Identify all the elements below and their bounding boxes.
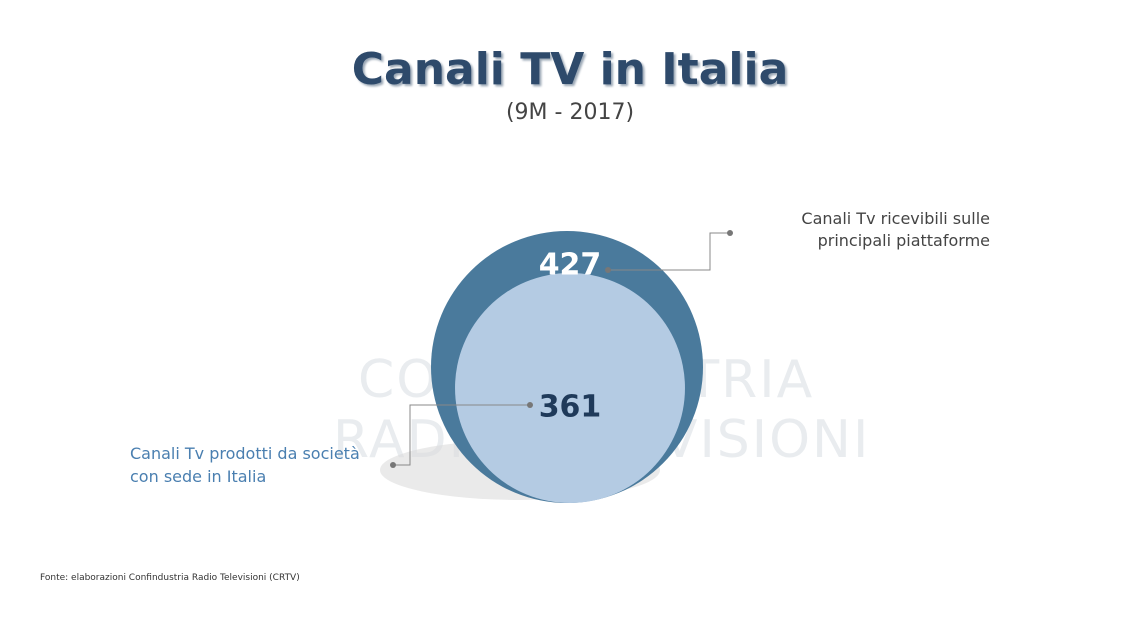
- category-label: Canali Tv prodotti da società con sede i…: [130, 444, 360, 486]
- category-label: Canali Tv ricevibili sulle principali pi…: [801, 209, 990, 250]
- subtitle: (9M - 2017): [505, 100, 635, 125]
- source: Fonte: elaborazioni Confindustria Radio …: [40, 573, 300, 583]
- dot: [390, 462, 396, 468]
- value-label: 427: [539, 248, 602, 283]
- dot: [605, 267, 611, 273]
- value-label: 361: [539, 390, 602, 425]
- dot: [727, 230, 733, 236]
- chart-title: Canali TV in Italia: [351, 44, 789, 95]
- dot: [527, 402, 533, 408]
- leaders: [393, 232, 730, 466]
- circle: [455, 273, 685, 503]
